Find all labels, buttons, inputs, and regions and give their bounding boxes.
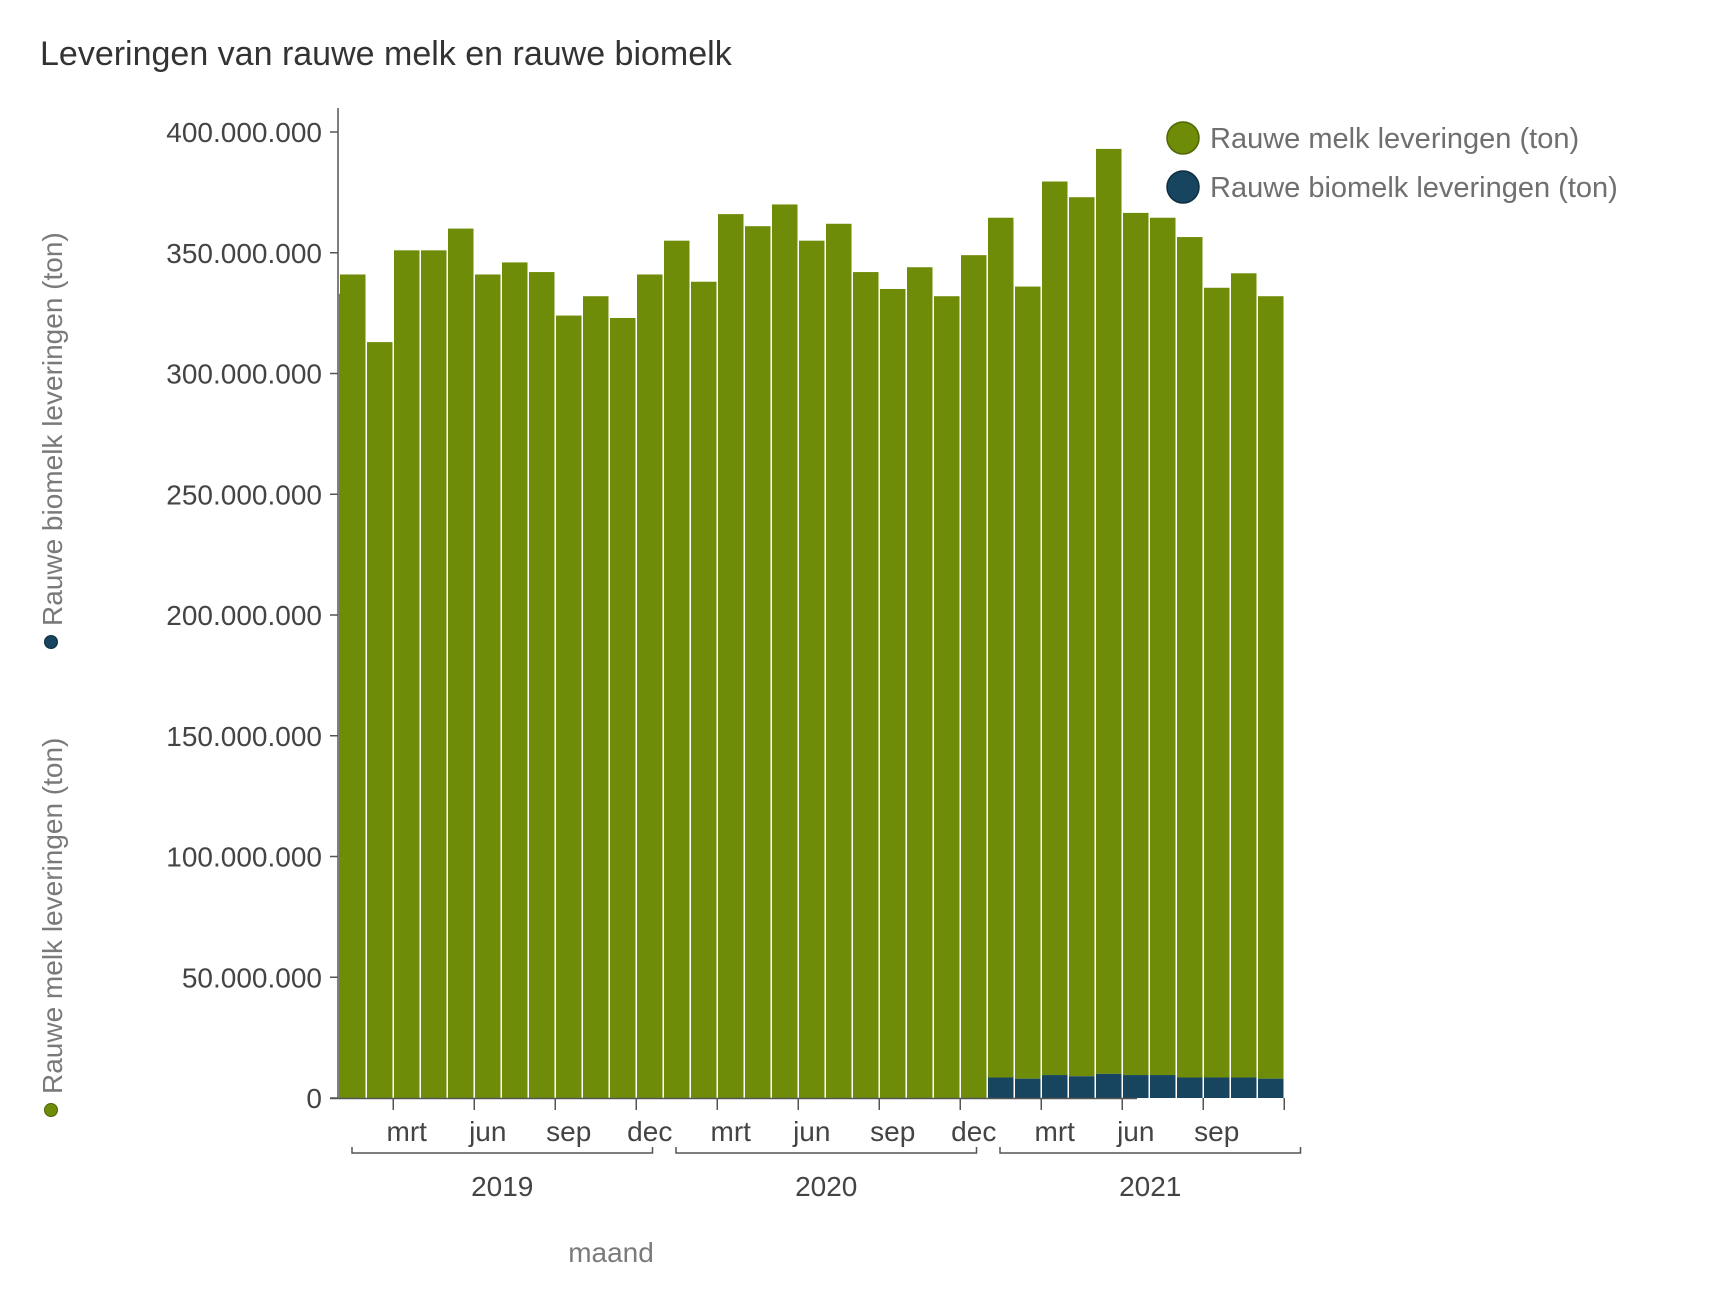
bar-rauwe-melk[interactable] [772,204,798,1098]
x-tick-label: mrt [387,1116,428,1147]
bar-rauwe-melk[interactable] [583,296,609,1099]
bar-rauwe-melk[interactable] [880,288,906,1099]
x-axis: mrt jun sep dec mrt jun sep dec mrt jun sep 2019 202… [330,1097,1302,1202]
bar-rauwe-melk[interactable] [826,223,852,1098]
year-bracket [999,1147,1302,1154]
bar-rauwe-melk[interactable] [961,255,987,1099]
y-tick-label: 150.000.000 [166,721,322,752]
bar-rauwe-melk[interactable] [1177,237,1203,1078]
bar-rauwe-melk[interactable] [907,267,933,1098]
bar-rauwe-melk[interactable] [745,226,771,1098]
bar-rauwe-melk[interactable] [799,240,825,1099]
x-tick-label: mrt [711,1116,752,1147]
y-axis-label-rauwe-biomelk: Rauwe biomelk leveringen (ton) [37,232,68,626]
bar-rauwe-biomelk[interactable] [1231,1077,1257,1098]
year-bracket [675,1147,978,1154]
bar-rauwe-biomelk[interactable] [1150,1075,1176,1098]
x-tick-label: dec [627,1116,672,1147]
bar-rauwe-biomelk[interactable] [1177,1077,1203,1098]
year-label: 2020 [795,1171,857,1202]
bar-rauwe-melk[interactable] [637,274,663,1098]
bar-rauwe-melk[interactable] [1069,197,1095,1077]
legend-dot-rauwe-melk [44,1103,58,1117]
legend-label-rauwe-biomelk: Rauwe biomelk leveringen (ton) [1210,172,1618,204]
y-axis-label-rauwe-melk: Rauwe melk leveringen (ton) [37,738,68,1094]
chart-title: Leveringen van rauwe melk en rauwe biome… [40,35,733,73]
legend: Rauwe melk leveringen (ton) Rauwe biomel… [1166,121,1618,204]
bar-rauwe-melk[interactable] [448,228,474,1099]
bar-rauwe-biomelk[interactable] [1096,1073,1122,1098]
bar-rauwe-melk[interactable] [394,250,420,1098]
year-label: 2019 [471,1171,533,1202]
legend-item-rauwe-biomelk[interactable]: Rauwe biomelk leveringen (ton) [1166,170,1618,204]
bar-rauwe-biomelk[interactable] [1069,1076,1095,1098]
bar-rauwe-melk[interactable] [664,240,690,1099]
bar-rauwe-melk[interactable] [502,262,528,1098]
bar-rauwe-melk[interactable] [529,272,555,1098]
bar-rauwe-melk[interactable] [1015,286,1041,1079]
bar-rauwe-biomelk[interactable] [1123,1075,1149,1098]
x-tick-label: jun [792,1116,830,1147]
bar-rauwe-melk[interactable] [988,217,1014,1078]
bar-rauwe-melk[interactable] [1231,273,1257,1078]
bar-rauwe-melk[interactable] [1123,212,1149,1076]
bar-rauwe-melk[interactable] [934,296,960,1099]
year-bracket [351,1147,654,1154]
x-tick-label: mrt [1035,1116,1076,1147]
y-tick-label: 250.000.000 [166,479,322,510]
legend-marker-rauwe-biomelk [1166,170,1200,204]
year-label: 2021 [1119,1171,1181,1202]
y-tick-label: 50.000.000 [182,962,322,993]
bar-rauwe-melk[interactable] [691,281,717,1099]
x-tick-label: jun [1116,1116,1154,1147]
legend-label-rauwe-melk: Rauwe melk leveringen (ton) [1210,123,1579,155]
y-tick-label: 350.000.000 [166,238,322,269]
bar-rauwe-melk[interactable] [1258,296,1284,1079]
y-tick-label: 400.000.000 [166,117,322,148]
bar-rauwe-melk[interactable] [475,274,501,1098]
bar-rauwe-melk[interactable] [1042,181,1068,1076]
y-tick-label: 200.000.000 [166,600,322,631]
x-tick-label: jun [468,1116,506,1147]
bar-rauwe-melk[interactable] [367,342,393,1099]
bar-rauwe-biomelk[interactable] [1204,1077,1230,1098]
x-tick-label: sep [546,1116,591,1147]
bar-rauwe-biomelk[interactable] [988,1077,1014,1098]
legend-marker-rauwe-melk [1166,121,1200,155]
bar-rauwe-melk[interactable] [556,315,582,1098]
x-tick-label: dec [951,1116,996,1147]
bar-rauwe-melk[interactable] [718,214,744,1099]
bar-rauwe-biomelk[interactable] [1258,1078,1284,1098]
legend-dot-rauwe-biomelk [44,635,58,649]
x-tick-label: sep [1194,1116,1239,1147]
y-axis-label: Rauwe melk leveringen (ton) Rauwe biomel… [37,232,68,1117]
bar-rauwe-biomelk[interactable] [1015,1078,1041,1098]
bars [339,148,1284,1099]
x-tick-label: sep [870,1116,915,1147]
bar-rauwe-melk[interactable] [1096,148,1122,1074]
bar-rauwe-melk[interactable] [340,274,366,1098]
y-tick-label: 100.000.000 [166,842,322,873]
bar-rauwe-melk[interactable] [421,250,447,1098]
bar-rauwe-melk[interactable] [1150,217,1176,1076]
x-axis-label: maand [568,1237,654,1268]
y-axis: 0 50.000.000 100.000.000 150.000.000 200.000… [166,108,339,1114]
bar-rauwe-melk[interactable] [1204,287,1230,1078]
bar-rauwe-melk[interactable] [610,317,636,1099]
y-tick-label: 300.000.000 [166,359,322,390]
y-tick-label: 0 [306,1083,322,1114]
bar-rauwe-biomelk[interactable] [1042,1075,1068,1098]
legend-item-rauwe-melk[interactable]: Rauwe melk leveringen (ton) [1166,121,1579,155]
bar-rauwe-melk[interactable] [853,272,879,1098]
